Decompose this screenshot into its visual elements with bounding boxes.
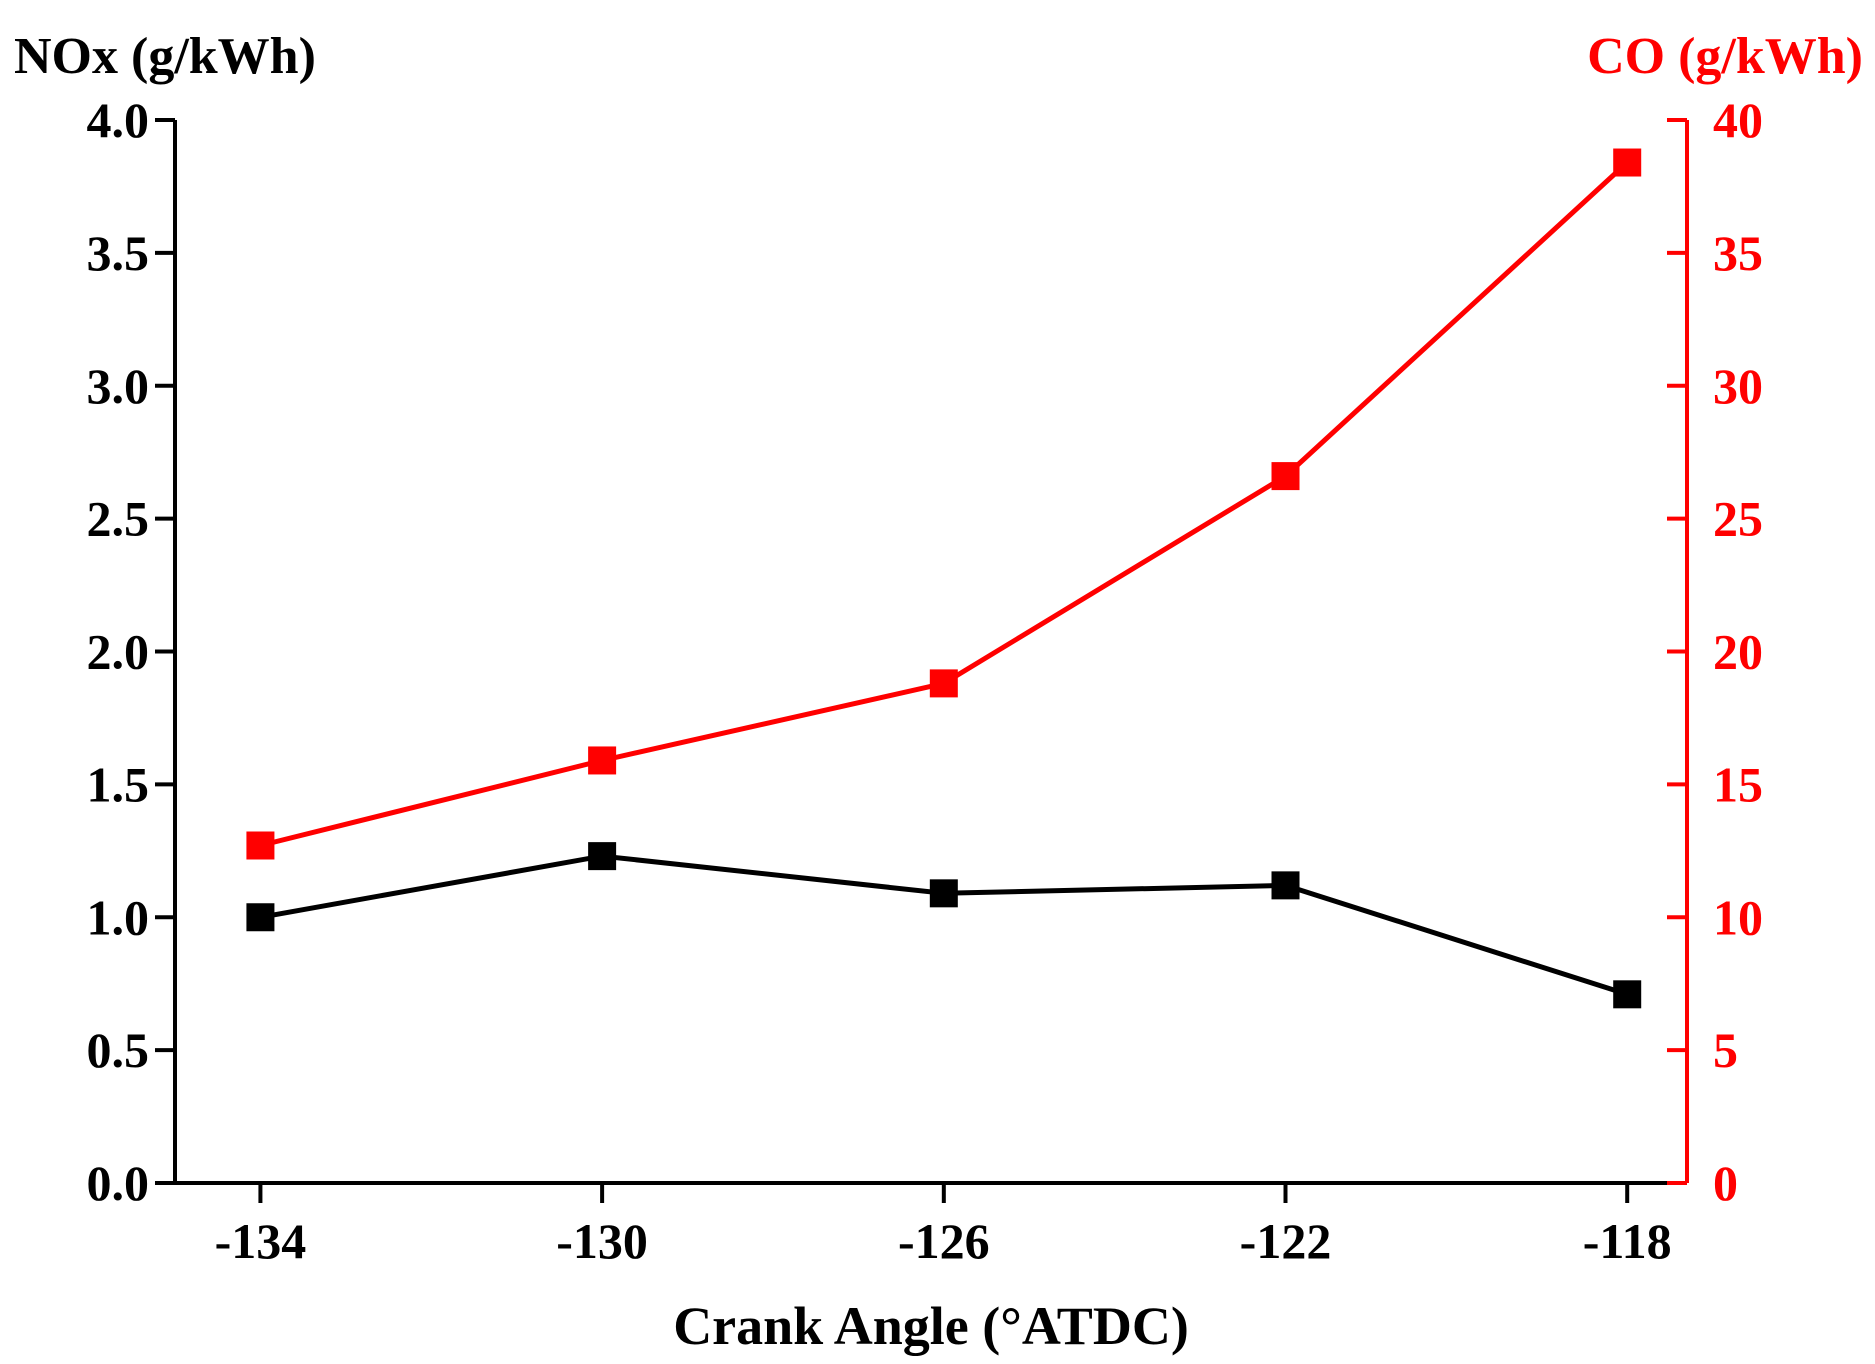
- right-y-tick-label: 15: [1713, 756, 1763, 812]
- left-y-tick-label: 3.5: [87, 225, 150, 281]
- x-axis-title: Crank Angle (°ATDC): [673, 1296, 1189, 1356]
- right-y-tick-label: 5: [1713, 1022, 1738, 1078]
- left-y-tick-label: 3.0: [87, 358, 150, 414]
- left-y-tick-label: 1.5: [87, 756, 150, 812]
- right-y-tick-label: 20: [1713, 624, 1763, 680]
- right-y-tick-label: 35: [1713, 225, 1763, 281]
- left-y-tick-label: 2.5: [87, 491, 150, 547]
- left-y-tick-label: 0.5: [87, 1022, 150, 1078]
- right-y-tick-label: 40: [1713, 92, 1763, 148]
- nox-data-point: [929, 879, 958, 908]
- co-data-point: [588, 746, 617, 775]
- right-y-tick-label: 25: [1713, 491, 1763, 547]
- co-data-point: [1613, 148, 1642, 177]
- co-data-point: [929, 669, 958, 698]
- x-tick-label: -118: [1583, 1213, 1672, 1269]
- left-y-tick-label: 1.0: [87, 889, 150, 945]
- co-series-line: [259, 160, 1629, 848]
- right-y-tick-label: 0: [1713, 1155, 1738, 1211]
- nox-series-line: [259, 853, 1628, 997]
- labels-layer: NOx (g/kWh) CO (g/kWh) Crank Angle (°ATD…: [14, 28, 1863, 1356]
- axes-layer: [173, 120, 1689, 1185]
- right-y-axis-title: CO (g/kWh): [1587, 28, 1863, 85]
- left-y-tick-label: 4.0: [87, 92, 150, 148]
- nox-data-point: [1271, 871, 1300, 900]
- ticks-layer: 0.0 0.5 1.0 1.5 2.0 2.5 3.0 3.5 4.0 0 5 10 15 20 25 30 3…: [87, 92, 1764, 1269]
- left-y-tick-label: 0.0: [87, 1155, 150, 1211]
- left-y-tick-label: 2.0: [87, 624, 150, 680]
- x-tick-label: -122: [1240, 1213, 1332, 1269]
- nox-data-point: [588, 842, 617, 871]
- nox-data-point: [246, 903, 275, 932]
- right-y-tick-label: 30: [1713, 358, 1763, 414]
- right-y-tick-label: 10: [1713, 889, 1763, 945]
- x-tick-label: -130: [556, 1213, 648, 1269]
- series-layer: [246, 148, 1642, 1009]
- left-y-axis-title: NOx (g/kWh): [14, 28, 316, 85]
- nox-data-point: [1613, 980, 1642, 1009]
- co-data-point: [246, 831, 275, 860]
- x-tick-label: -134: [215, 1213, 307, 1269]
- co-data-point: [1271, 462, 1300, 491]
- x-tick-label: -126: [898, 1213, 990, 1269]
